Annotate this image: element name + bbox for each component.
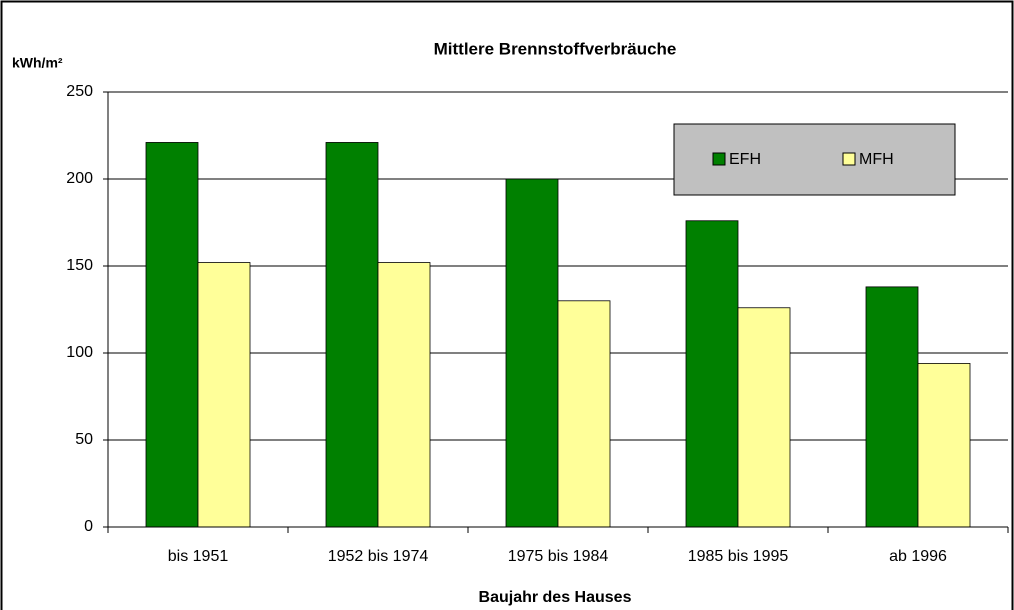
- x-tick-label: 1952 bis 1974: [328, 548, 429, 565]
- y-tick-label: 50: [75, 431, 93, 448]
- bar: [325, 142, 379, 528]
- x-tick-label: 1985 bis 1995: [688, 548, 789, 565]
- x-axis-label: Baujahr des Hauses: [479, 589, 632, 606]
- legend-swatch: [842, 152, 856, 166]
- y-tick-label: 100: [66, 344, 93, 361]
- x-tick-label: 1975 bis 1984: [508, 548, 609, 565]
- y-tick-label: 250: [66, 83, 93, 100]
- bar: [197, 262, 251, 528]
- bar: [377, 262, 431, 528]
- y-tick-label: 200: [66, 170, 93, 187]
- x-tick-label: ab 1996: [889, 548, 947, 565]
- y-axis-label: kWh/m²: [12, 55, 63, 71]
- bar: [917, 363, 971, 528]
- bar: [737, 307, 791, 528]
- bar: [865, 286, 919, 528]
- legend-swatch: [712, 152, 726, 166]
- bar: [505, 178, 559, 528]
- legend-label: EFH: [729, 151, 761, 168]
- legend-label: MFH: [859, 151, 894, 168]
- bar: [685, 220, 739, 528]
- chart-title: Mittlere Brennstoffverbräuche: [434, 39, 677, 58]
- x-tick-label: bis 1951: [168, 548, 229, 565]
- y-tick-label: 150: [66, 257, 93, 274]
- y-tick-label: 0: [84, 518, 93, 535]
- bar: [145, 142, 199, 528]
- bar: [557, 300, 611, 528]
